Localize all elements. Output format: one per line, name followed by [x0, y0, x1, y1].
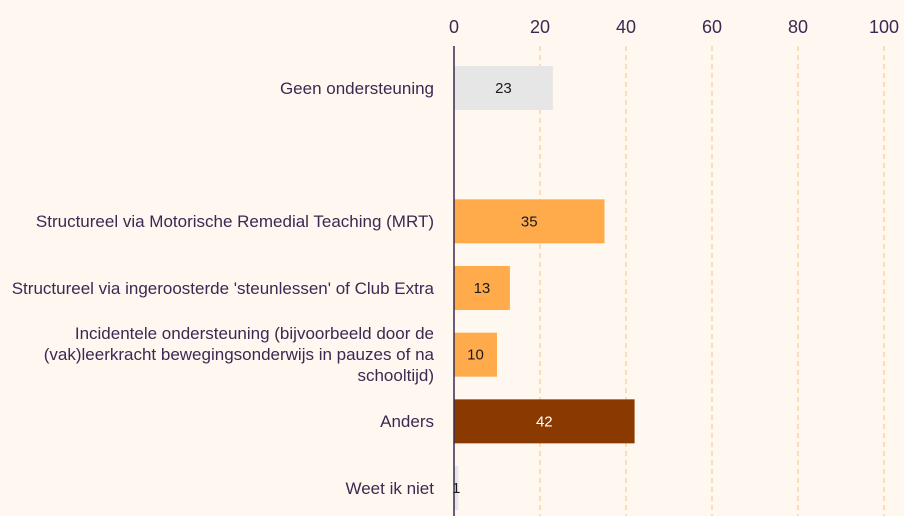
value-label: 23	[495, 80, 512, 97]
bar	[454, 399, 635, 444]
category-label: Anders	[380, 411, 434, 431]
value-label: 35	[521, 213, 538, 230]
category-label: Weet ik niet	[345, 478, 434, 498]
bar	[454, 66, 553, 110]
x-tick-label: 20	[530, 17, 550, 37]
value-label: 10	[467, 347, 484, 364]
bar	[454, 466, 459, 511]
value-label: 42	[536, 413, 553, 430]
category-label: Structureel via Motorische Remedial Teac…	[35, 211, 434, 231]
category-label: Structureel via ingeroosterde 'steunless…	[11, 278, 434, 298]
x-tick-label: 60	[702, 17, 722, 37]
bar	[454, 199, 605, 244]
value-label: 13	[474, 280, 491, 297]
x-tick-label: 100	[869, 17, 899, 37]
x-tick-label: 40	[616, 17, 636, 37]
bar	[454, 332, 497, 377]
value-label: 1	[452, 480, 460, 497]
bar	[454, 266, 510, 311]
category-label: Geen ondersteuning	[279, 78, 434, 98]
x-tick-label: 0	[449, 17, 459, 37]
x-tick-label: 80	[788, 17, 808, 37]
category-label: Incidentele ondersteuning (bijvoorbeeld …	[43, 324, 434, 386]
